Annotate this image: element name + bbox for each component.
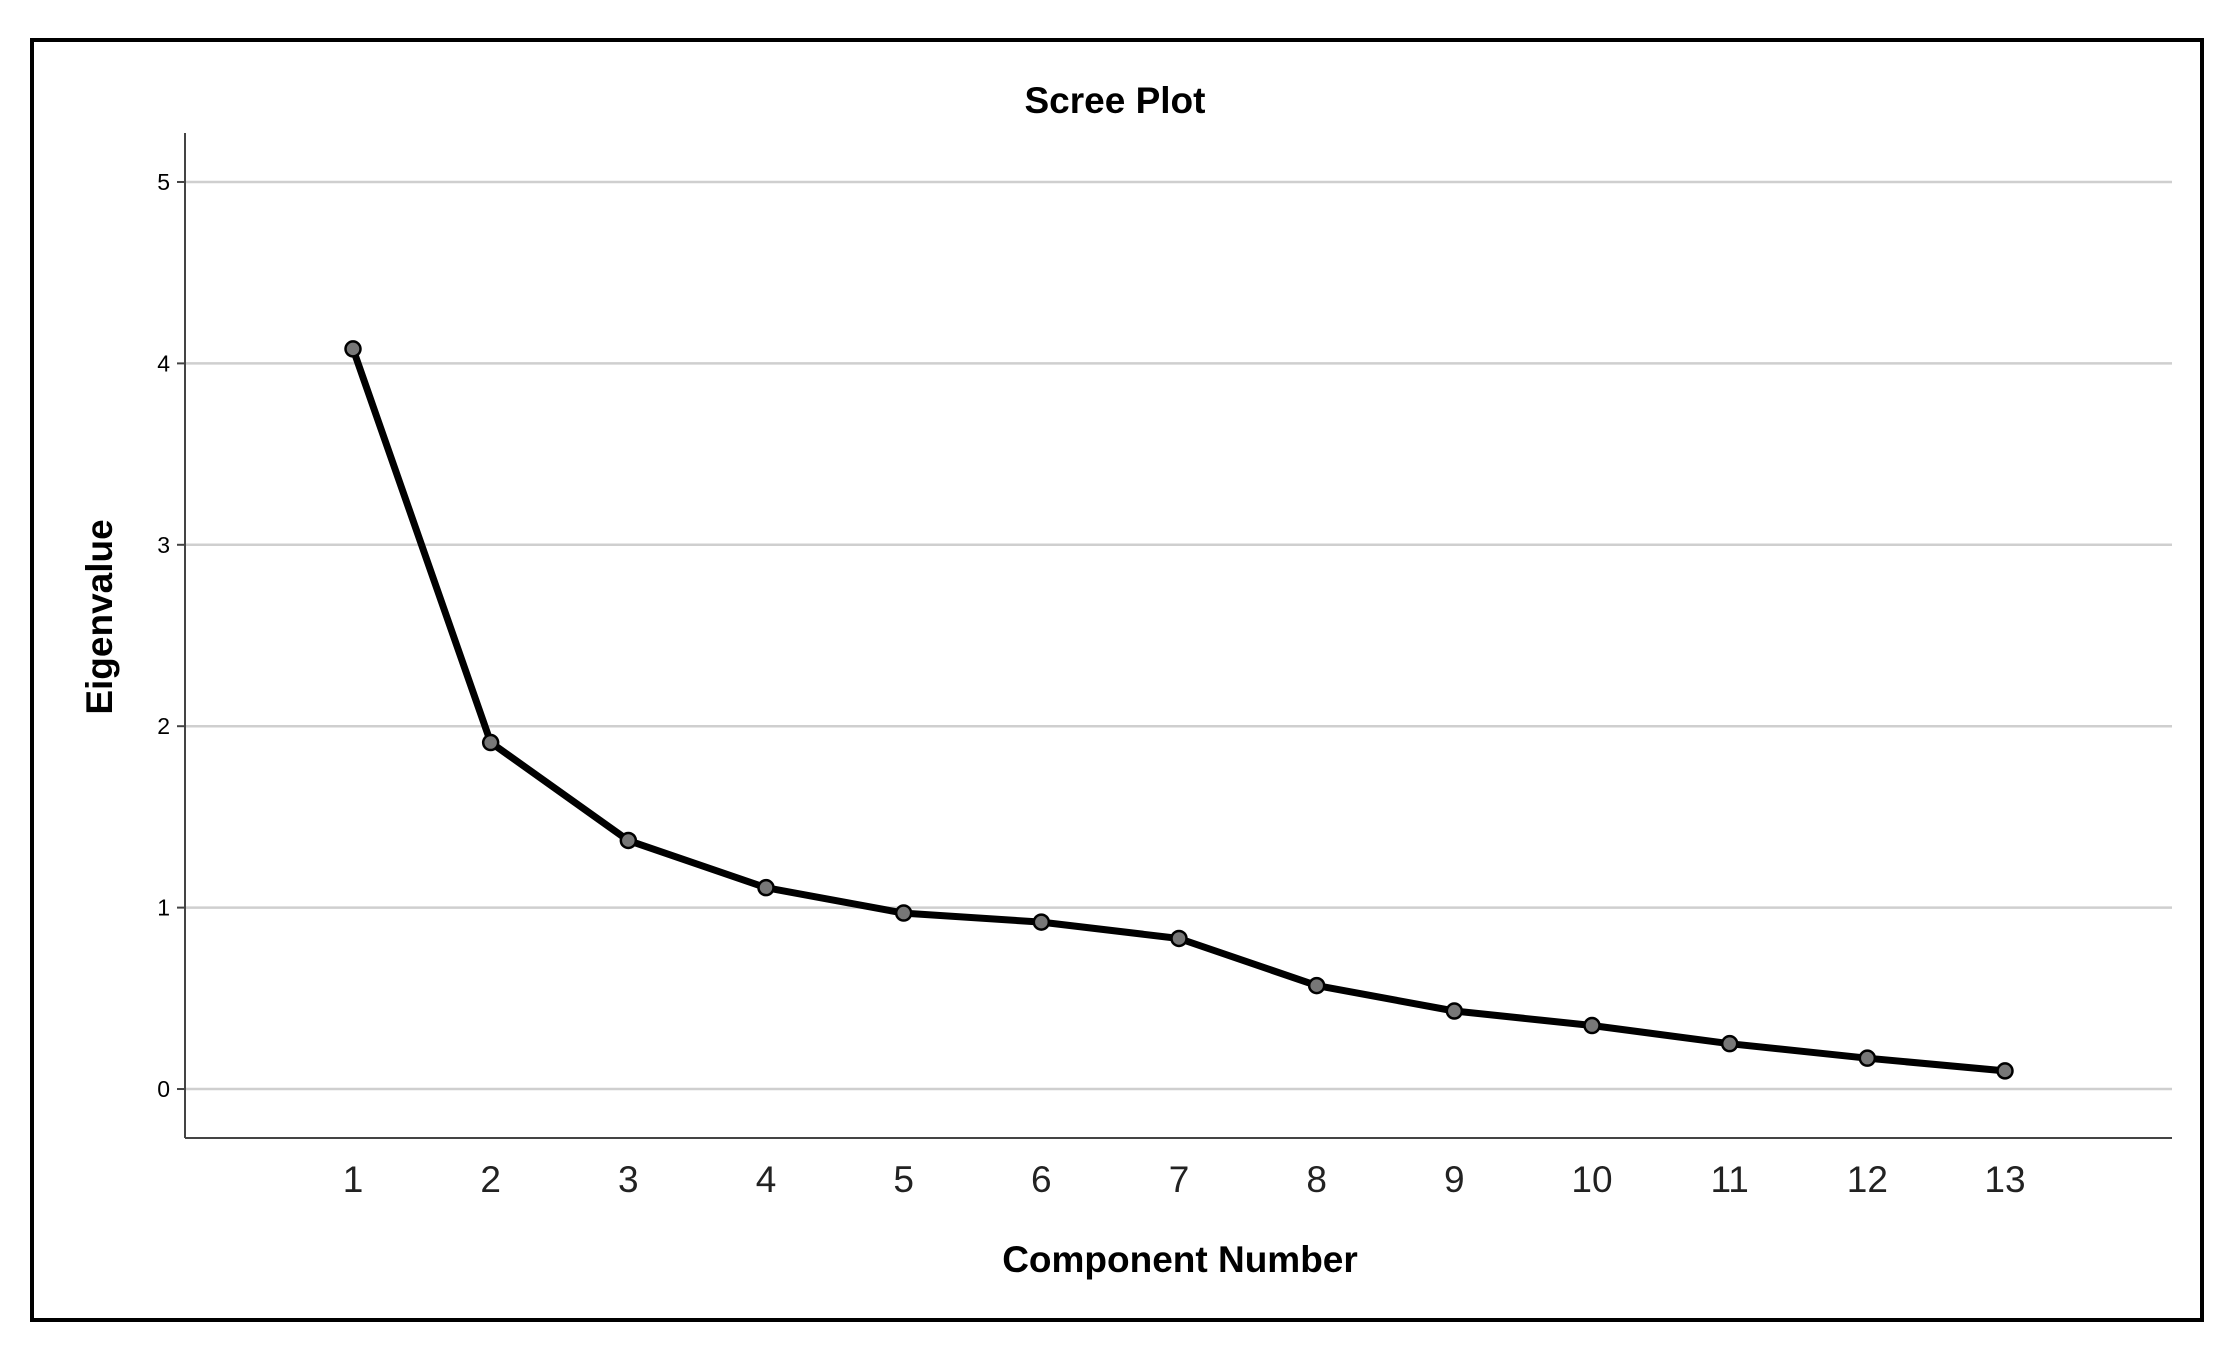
- data-point-7: [1170, 929, 1188, 948]
- x-tick-label-11: 11: [1710, 1159, 1748, 1200]
- x-tick-label-7: 7: [1169, 1159, 1190, 1200]
- x-tick-label-6: 6: [1031, 1159, 1052, 1200]
- y-tick-label-1: 1: [157, 895, 170, 921]
- x-tick-label-5: 5: [893, 1159, 914, 1200]
- outer-frame: [30, 38, 2204, 1322]
- y-tick-label-3: 3: [157, 532, 170, 558]
- y-tick-label-2: 2: [157, 713, 170, 739]
- y-tick-label-4: 4: [157, 350, 170, 376]
- y-axis-label: Eigenvalue: [79, 519, 120, 714]
- x-tick-label-9: 9: [1444, 1159, 1465, 1200]
- data-point-4: [757, 878, 775, 897]
- data-point-13: [1996, 1062, 2014, 1080]
- data-point-6: [1032, 913, 1051, 931]
- data-point-3: [619, 831, 638, 850]
- data-point-2: [481, 733, 500, 752]
- data-point-10: [1583, 1016, 1601, 1035]
- y-tick-label-0: 0: [157, 1076, 170, 1102]
- chart-title: Scree Plot: [1025, 80, 1206, 121]
- data-point-9: [1445, 1002, 1464, 1020]
- data-point-11: [1720, 1034, 1739, 1053]
- data-point-5: [894, 904, 913, 922]
- eigenvalue-markers: [344, 340, 2014, 1080]
- x-tick-label-13: 13: [1984, 1159, 2025, 1200]
- gridlines: [185, 180, 2172, 1091]
- y-axis-ticks: 0 1 2 3 4 5: [157, 169, 185, 1102]
- x-axis-label: Component Number: [1002, 1239, 1358, 1280]
- y-tick-label-5: 5: [157, 169, 170, 195]
- x-tick-label-4: 4: [756, 1159, 777, 1200]
- data-point-12: [1858, 1049, 1877, 1067]
- x-tick-label-3: 3: [618, 1159, 639, 1200]
- x-axis-ticks: 1 2 3 4 5 6 7 8 9 10 11 12 13: [343, 1159, 2026, 1200]
- data-point-8: [1307, 976, 1326, 995]
- x-tick-label-10: 10: [1571, 1159, 1612, 1200]
- x-tick-label-1: 1: [343, 1159, 364, 1200]
- x-tick-label-12: 12: [1847, 1159, 1888, 1200]
- x-tick-label-8: 8: [1306, 1159, 1327, 1200]
- data-point-1: [344, 340, 362, 358]
- x-tick-label-2: 2: [480, 1159, 501, 1200]
